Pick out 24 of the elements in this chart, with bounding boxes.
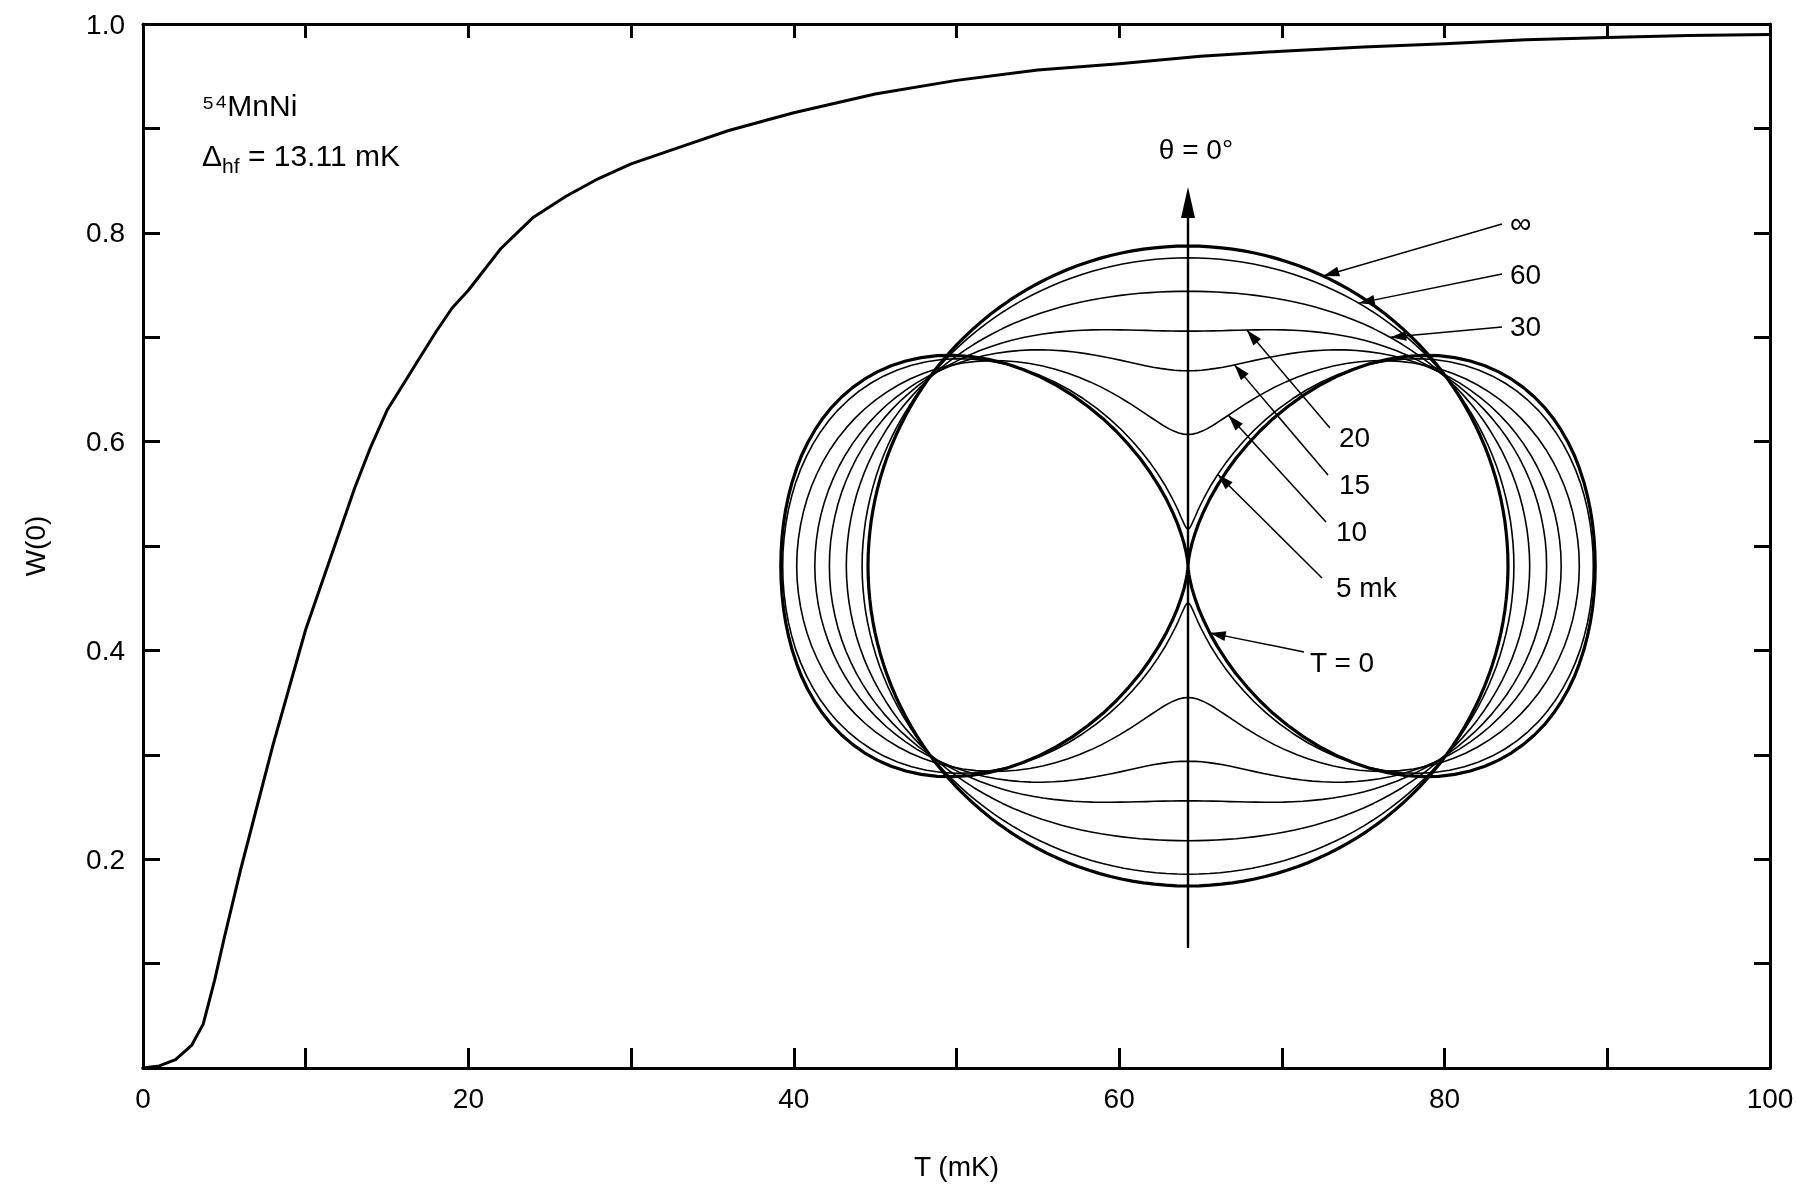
- y-tick-label: 0.8: [86, 217, 125, 249]
- y-axis-title: W(0): [19, 515, 51, 577]
- annotation: 15: [1339, 468, 1371, 500]
- annotation: 30: [1510, 310, 1542, 342]
- y-tick-label: 0.2: [86, 843, 125, 875]
- x-axis-title: T (mK): [913, 1150, 1000, 1182]
- annotation: T = 0: [1310, 646, 1375, 678]
- y-tick-label: 0.4: [86, 634, 125, 666]
- annotation: 20: [1339, 421, 1371, 453]
- y-tick-label: 1.0: [86, 8, 125, 40]
- annotation: 60: [1510, 258, 1542, 290]
- x-tick-label: 100: [1746, 1082, 1794, 1114]
- x-tick-label: 60: [1103, 1082, 1135, 1114]
- x-tick-label: 40: [778, 1082, 810, 1114]
- annotation: 5 mk: [1336, 571, 1398, 603]
- annotation: ∞: [1510, 205, 1532, 239]
- x-tick-label: 20: [452, 1082, 484, 1114]
- y-tick-label: 0.6: [86, 426, 125, 458]
- x-tick-label: 0: [135, 1082, 151, 1114]
- annotation: θ = 0°: [1158, 134, 1234, 165]
- annotation: ⁵⁴MnNi: [202, 89, 298, 122]
- annotation: Δ$_{hf}$ = 13.11 mK: [202, 139, 400, 178]
- x-tick-label: 80: [1429, 1082, 1461, 1114]
- annotation: 10: [1336, 515, 1368, 547]
